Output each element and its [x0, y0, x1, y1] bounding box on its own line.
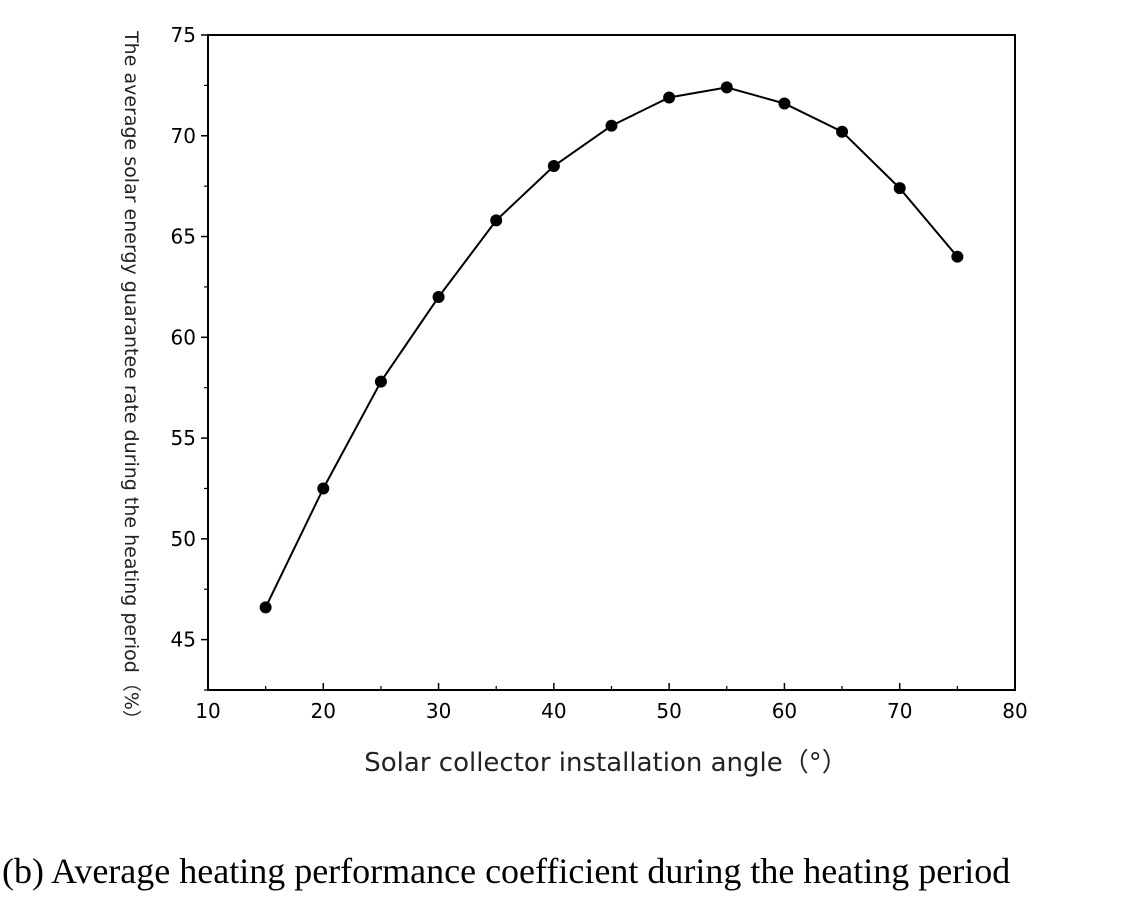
y-tick-label: 45 [171, 628, 196, 652]
data-point [490, 214, 503, 227]
data-point [893, 182, 906, 195]
data-point [605, 119, 618, 132]
x-tick-label: 20 [311, 699, 336, 723]
x-tick-label: 30 [426, 699, 451, 723]
x-axis-ticks: 10 20 30 40 50 60 70 80 [195, 683, 1028, 723]
data-point [259, 601, 272, 614]
data-point [663, 91, 676, 104]
data-point [836, 125, 849, 138]
plot-frame [207, 34, 1016, 691]
y-tick-label: 50 [171, 527, 196, 551]
series-line [264, 86, 959, 608]
data-point [374, 375, 387, 388]
y-tick-label: 70 [171, 124, 196, 148]
y-tick-label: 55 [171, 426, 196, 450]
data-point [720, 81, 733, 94]
x-tick-label: 10 [195, 699, 220, 723]
data-point [951, 250, 964, 263]
line-chart: 10 20 30 40 50 60 70 80 45 50 55 60 65 70 75 Solar co… [120, 23, 1028, 778]
data-points [259, 81, 964, 614]
figure-caption: (b) Average heating performance coeffici… [2, 851, 1011, 891]
x-tick-label: 60 [772, 699, 797, 723]
y-axis-ticks: 45 50 55 60 65 70 75 [171, 23, 208, 691]
y-tick-label: 60 [171, 325, 196, 349]
x-axis-title: Solar collector installation angle（°） [364, 748, 847, 778]
x-tick-label: 40 [541, 699, 566, 723]
x-tick-label: 50 [656, 699, 681, 723]
x-tick-label: 80 [1002, 699, 1027, 723]
data-point [778, 97, 791, 110]
y-tick-label: 65 [171, 225, 196, 249]
data-point [432, 291, 445, 303]
y-tick-label: 75 [171, 23, 196, 47]
data-point [547, 160, 560, 172]
y-axis-title: The average solar energy guarantee rate … [120, 30, 142, 729]
data-point [317, 482, 330, 495]
x-tick-label: 70 [887, 699, 912, 723]
